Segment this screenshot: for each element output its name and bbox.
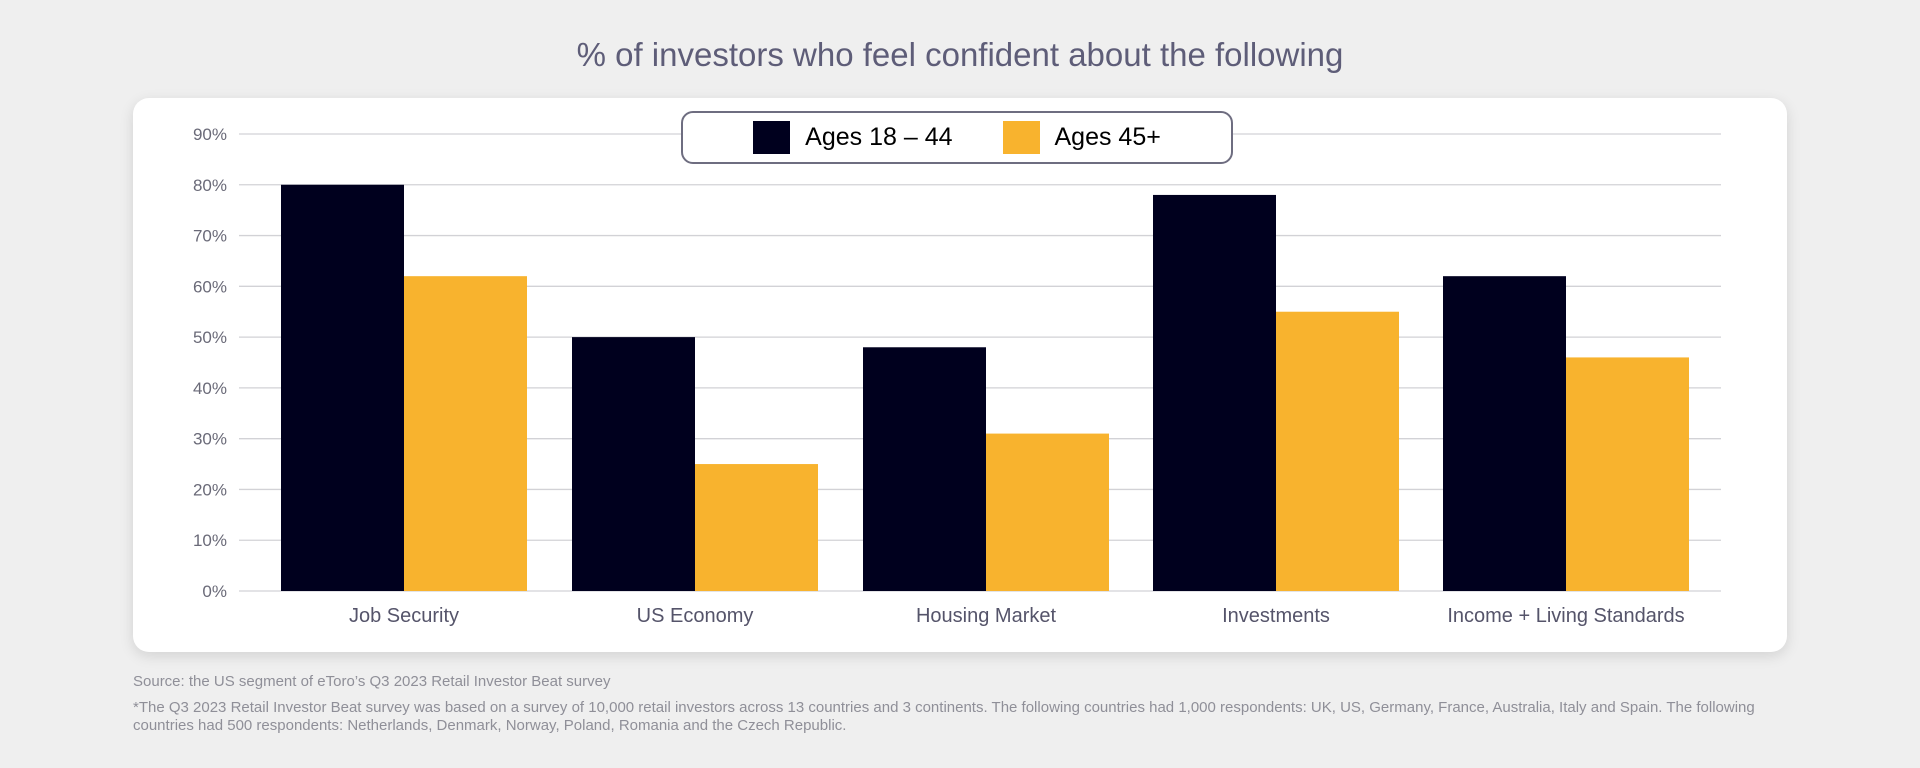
y-tick-label: 90% (193, 125, 227, 144)
x-category-label: Housing Market (916, 605, 1057, 627)
x-category-label: Job Security (349, 605, 459, 627)
legend-swatch-series-1 (753, 121, 791, 154)
bar-series-2 (1566, 357, 1689, 591)
y-tick-label: 80% (193, 176, 227, 195)
bar-series-2 (695, 464, 818, 591)
bar-series-1 (572, 337, 695, 591)
bar-series-1 (1443, 276, 1566, 591)
y-tick-label: 20% (193, 480, 227, 499)
y-tick-label: 70% (193, 227, 227, 246)
bar-series-2 (1276, 311, 1399, 591)
survey-footnote: *The Q3 2023 Retail Investor Beat survey… (133, 699, 1755, 734)
chart-card: 0% 10% 20% 30% 40% 50% 60% 70% 80% 90% Job Securit… (133, 98, 1787, 652)
bar-chart: 0% 10% 20% 30% 40% 50% 60% 70% 80% 90% Job Securit… (193, 125, 1721, 627)
bar-series-1 (281, 184, 404, 591)
legend-label-series-1: Ages 18 – 44 (805, 123, 953, 151)
legend-label-series-2: Ages 45+ (1054, 123, 1161, 151)
chart-title: % of investors who feel confident about … (576, 36, 1344, 73)
bar-series-1 (863, 347, 986, 591)
bar-series-2 (986, 433, 1109, 591)
legend-item-series-1: Ages 18 – 44 (753, 121, 953, 154)
y-tick-label: 10% (193, 531, 227, 550)
y-tick-label: 50% (193, 328, 227, 347)
bar-series-1 (1153, 194, 1276, 591)
x-category-label: Income + Living Standards (1447, 605, 1684, 627)
y-tick-label: 0% (202, 582, 227, 601)
bar-series-2 (404, 276, 527, 591)
legend-swatch-series-2 (1002, 121, 1040, 154)
y-tick-label: 60% (193, 277, 227, 296)
y-tick-label: 30% (193, 430, 227, 449)
source-note: Source: the US segment of eToro’s Q3 202… (133, 673, 611, 690)
x-category-label: US Economy (637, 605, 754, 627)
chart-legend: Ages 18 – 44 Ages 45+ (681, 111, 1233, 164)
y-tick-label: 40% (193, 379, 227, 398)
legend-item-series-2: Ages 45+ (1002, 121, 1161, 154)
x-category-label: Investments (1222, 605, 1330, 627)
